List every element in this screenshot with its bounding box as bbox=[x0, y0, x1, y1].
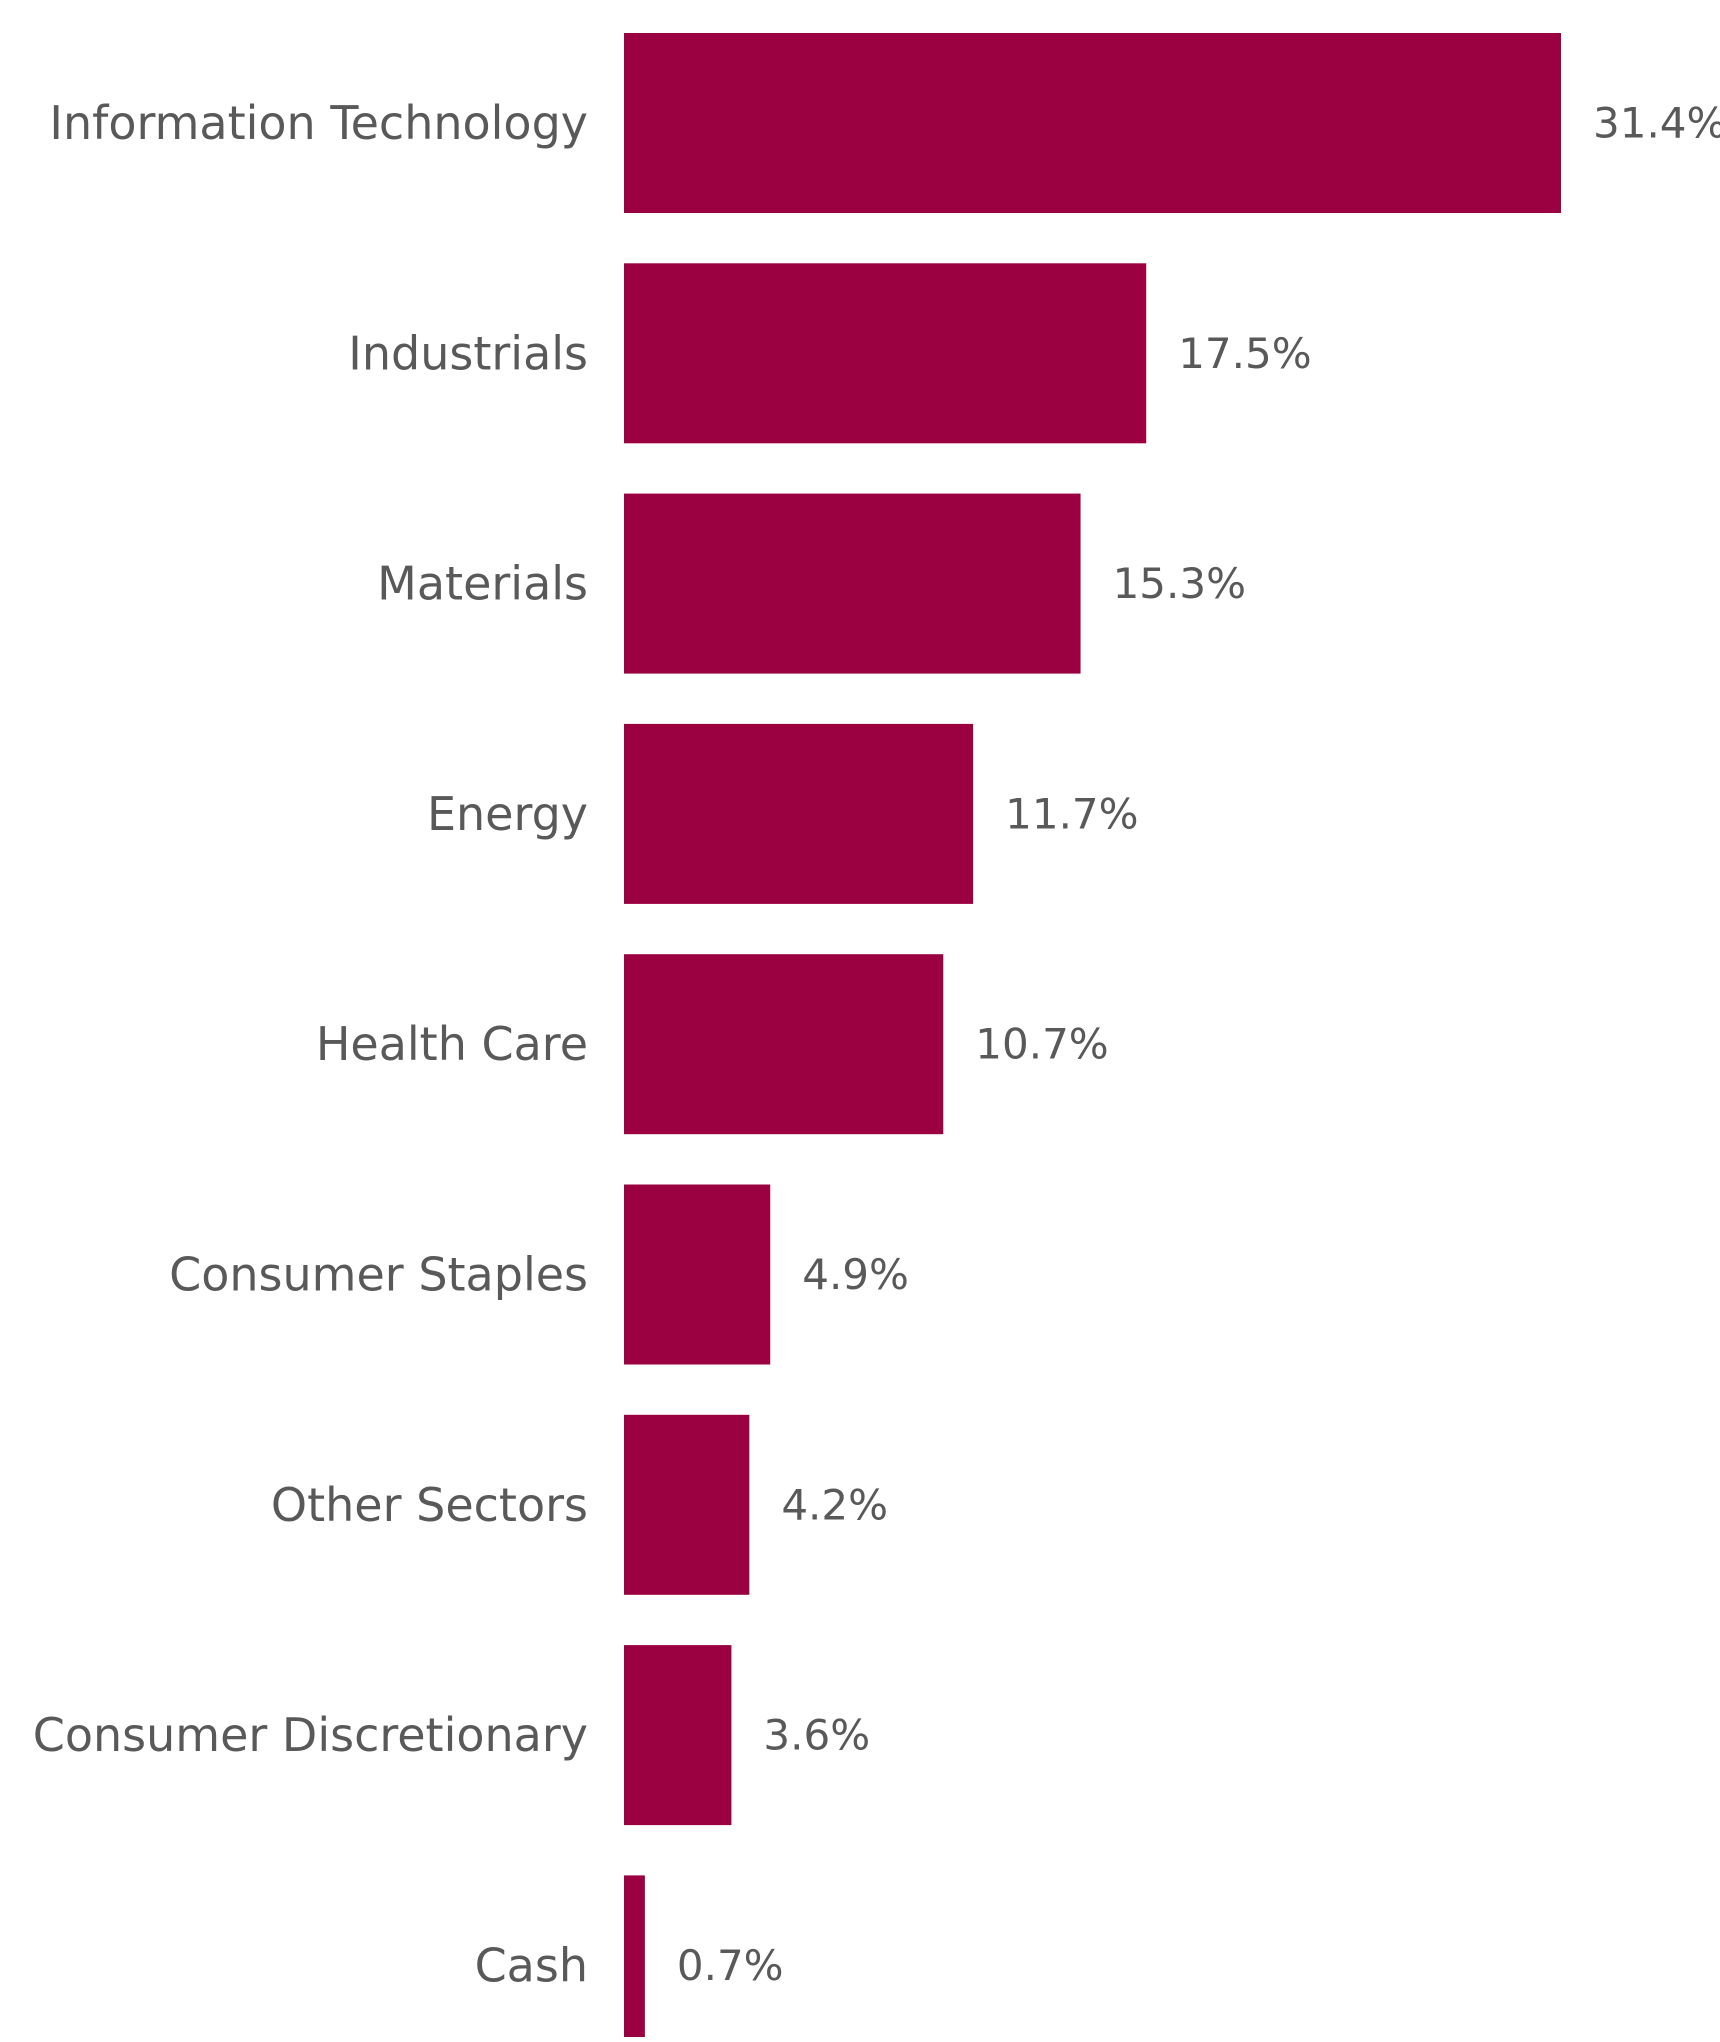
value-label-other-sectors: 4.2% bbox=[781, 1480, 888, 1529]
category-label-materials: Materials bbox=[377, 557, 588, 611]
value-label-health-care: 10.7% bbox=[975, 1020, 1108, 1069]
bar-information-technology bbox=[624, 33, 1561, 213]
bar-health-care bbox=[624, 954, 944, 1135]
value-label-cash: 0.7% bbox=[677, 1941, 784, 1990]
value-label-consumer-discretionary: 3.6% bbox=[763, 1711, 870, 1760]
bar-other-sectors bbox=[624, 1414, 750, 1595]
category-label-energy: Energy bbox=[427, 787, 588, 841]
value-label-industrials: 17.5% bbox=[1178, 329, 1311, 378]
category-label-other-sectors: Other Sectors bbox=[271, 1478, 588, 1532]
bars-group bbox=[624, 33, 1561, 2042]
bar-energy bbox=[624, 723, 974, 904]
bar-consumer-staples bbox=[624, 1184, 771, 1365]
value-label-information-technology: 31.4% bbox=[1593, 99, 1720, 148]
bar-cash bbox=[624, 1875, 645, 2042]
value-label-materials: 15.3% bbox=[1113, 559, 1246, 608]
bar-consumer-discretionary bbox=[624, 1645, 732, 1826]
category-label-cash: Cash bbox=[475, 1938, 588, 1992]
value-labels-group: 31.4% 17.5% 15.3% 11.7% 10.7% 4.9% 4.2% 3.6% 0.7… bbox=[677, 99, 1720, 1990]
value-label-consumer-staples: 4.9% bbox=[802, 1250, 909, 1299]
category-label-information-technology: Information Technology bbox=[49, 96, 588, 150]
category-label-industrials: Industrials bbox=[348, 326, 588, 380]
value-label-energy: 11.7% bbox=[1005, 789, 1138, 838]
category-label-health-care: Health Care bbox=[316, 1017, 588, 1071]
category-labels-group: Information Technology Industrials Materia… bbox=[33, 96, 588, 1992]
bar-industrials bbox=[624, 263, 1147, 444]
category-label-consumer-staples: Consumer Staples bbox=[169, 1248, 588, 1302]
bar-materials bbox=[624, 493, 1081, 674]
category-label-consumer-discretionary: Consumer Discretionary bbox=[33, 1708, 588, 1762]
